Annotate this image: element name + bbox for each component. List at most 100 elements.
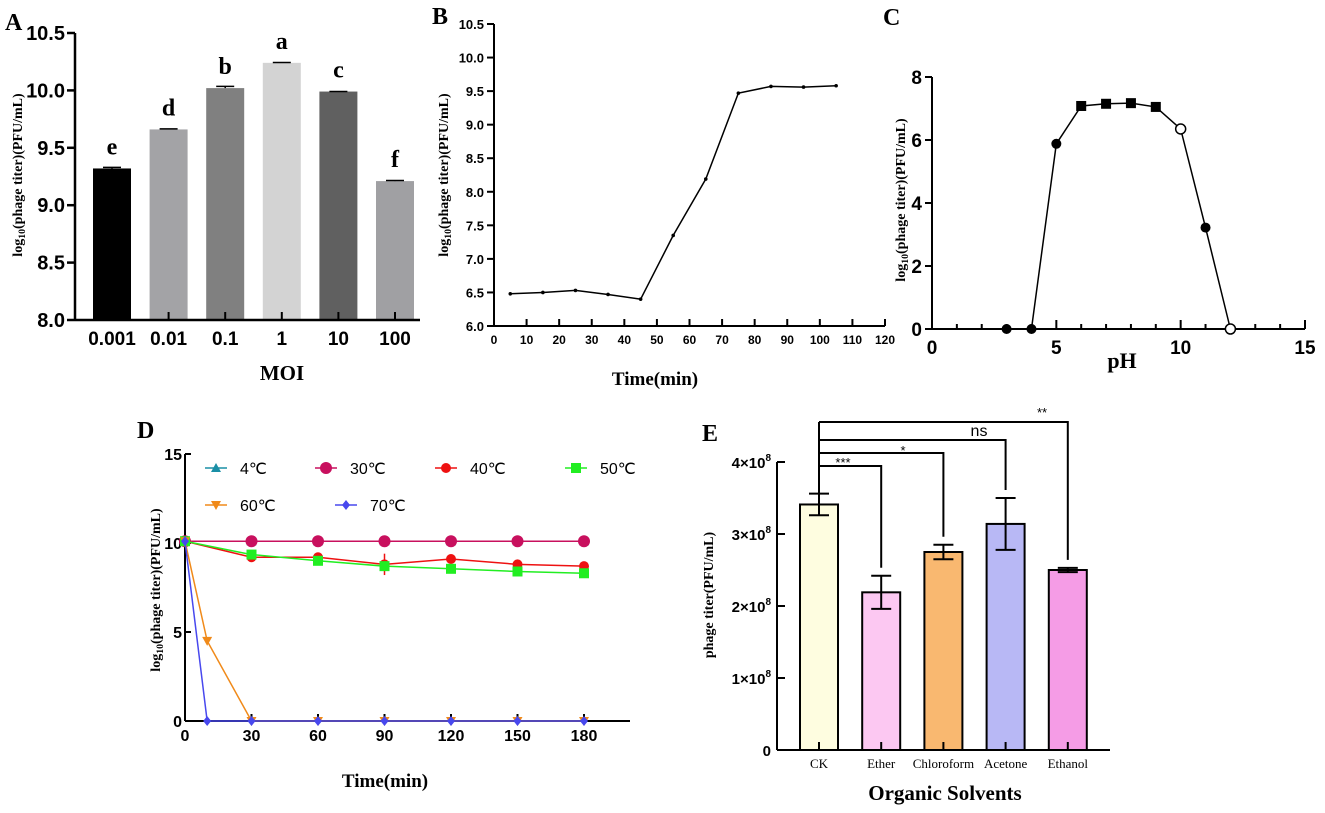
tick-mantissa: 0 — [763, 743, 771, 760]
data-point — [202, 636, 213, 646]
y-tick-label: 3×108 — [732, 525, 772, 544]
data-point — [512, 566, 523, 577]
panel-letter: A — [5, 10, 23, 36]
x-tick-label: 150 — [504, 728, 531, 745]
y-label-subscript: 10 — [17, 229, 28, 239]
significance-letter: e — [107, 134, 118, 160]
y-tick-label: 4 — [911, 194, 922, 215]
data-point — [671, 233, 676, 238]
data-point — [580, 716, 588, 726]
bar-0.1 — [206, 88, 245, 320]
panel-e-bar-chart: ECK Ether Chloroform Acetone Ethanol01×1082×… — [702, 405, 1110, 805]
y-tick-label: 8 — [911, 68, 922, 89]
panel-letter: C — [883, 5, 900, 31]
data-point — [245, 535, 258, 548]
x-tick-label: 90 — [781, 333, 795, 347]
y-tick-label: 0 — [173, 714, 182, 731]
tick-mantissa: 2×10 — [732, 599, 766, 616]
significance-letter: f — [391, 147, 400, 173]
x-axis-label: Time(min) — [612, 369, 698, 390]
data-point — [1224, 323, 1237, 335]
significance-bracket: ns — [819, 423, 1007, 490]
bar-CK — [799, 503, 839, 752]
data-point — [446, 554, 456, 565]
y-label-subscript: 10 — [443, 229, 454, 239]
data-point — [1051, 138, 1062, 149]
data-point — [513, 716, 522, 726]
bar-Ethanol — [1047, 569, 1088, 751]
y-label-prefix: log — [894, 264, 909, 282]
data-point — [314, 716, 322, 726]
y-tick-label: 10.5 — [26, 23, 65, 45]
x-tick-label: 15 — [1294, 338, 1316, 359]
x-tick-label: 110 — [843, 333, 863, 347]
x-tick-label: 30 — [585, 333, 599, 347]
y-tick-label: 8.0 — [466, 185, 484, 200]
tick-exponent: 8 — [765, 597, 771, 608]
data-point — [606, 292, 610, 297]
x-tick-label: 0 — [491, 333, 498, 347]
panel-letter: D — [137, 418, 154, 444]
y-tick-label: 5 — [173, 625, 182, 642]
x-tick-label: Chloroform — [913, 756, 974, 771]
y-tick-label: 7.5 — [466, 218, 484, 233]
data-point — [1150, 101, 1161, 112]
y-tick-label: 2×108 — [732, 597, 772, 616]
significance-bracket: *** — [819, 455, 883, 568]
significance-bracket: ** — [819, 405, 1069, 560]
panel-letter: B — [432, 4, 448, 30]
y-axis-label: phage titer(PFU/mL) — [702, 531, 717, 658]
panel-letter: E — [702, 421, 718, 447]
tick-mantissa: 1×10 — [732, 671, 766, 688]
x-tick-label: 50 — [650, 333, 664, 347]
x-axis-label: pH — [1107, 348, 1136, 373]
significance-label: ns — [971, 423, 988, 440]
data-point — [203, 716, 212, 726]
significance-label: * — [900, 443, 905, 458]
bracket-line — [819, 465, 883, 568]
x-tick-label: 0.01 — [150, 329, 187, 350]
data-point — [1076, 100, 1087, 111]
y-tick-label: 7.0 — [466, 252, 484, 267]
x-tick-label: 10 — [328, 329, 349, 350]
y-label-rest: (phage titer)(PFU/mL) — [11, 93, 26, 229]
data-point — [736, 91, 741, 95]
bar-100 — [376, 181, 414, 320]
legend-item: 60℃ — [205, 498, 276, 515]
y-axis-label: log10(phage titer)(PFU/mL) — [437, 93, 454, 257]
data-point — [379, 561, 390, 572]
data-point — [801, 85, 806, 89]
x-tick-label: 0 — [927, 338, 938, 359]
series-30℃ — [179, 535, 590, 548]
tick-exponent: 8 — [765, 669, 771, 680]
y-tick-label: 10.0 — [26, 80, 65, 102]
y-tick-label: 8.5 — [37, 253, 65, 275]
tick-exponent: 8 — [765, 525, 771, 536]
y-tick-label: 9.0 — [466, 118, 484, 133]
y-tick-label: 6.0 — [466, 319, 484, 334]
legend-marker — [441, 463, 451, 473]
data-point — [573, 288, 578, 293]
bar-Acetone — [985, 522, 1026, 751]
legend-marker — [342, 500, 350, 510]
x-tick-label: 0.001 — [88, 329, 136, 350]
legend-label: 4℃ — [240, 461, 267, 478]
significance-letter: a — [276, 29, 288, 55]
data-point — [380, 716, 389, 726]
data-line — [1006, 102, 1232, 330]
y-tick-label: 10 — [164, 536, 182, 553]
x-tick-label: 60 — [683, 333, 697, 347]
y-label-rest: (phage titer)(PFU/mL) — [149, 508, 164, 644]
y-tick-label: 9.5 — [37, 138, 65, 160]
significance-label: *** — [835, 455, 850, 470]
bar-0.001 — [93, 168, 131, 320]
data-point — [247, 716, 256, 726]
x-tick-label: 40 — [618, 333, 632, 347]
x-tick-label: 20 — [552, 333, 566, 347]
x-tick-label: Ether — [867, 756, 896, 771]
panel-b-line-chart: B 6.0 6.5 7.0 7.5 8.0 8.5 9.0 9.5 10.0 10.5 0 10 20 30… — [432, 4, 895, 390]
legend-item: 40℃ — [435, 461, 506, 478]
tick-mantissa: 4×10 — [732, 455, 766, 472]
